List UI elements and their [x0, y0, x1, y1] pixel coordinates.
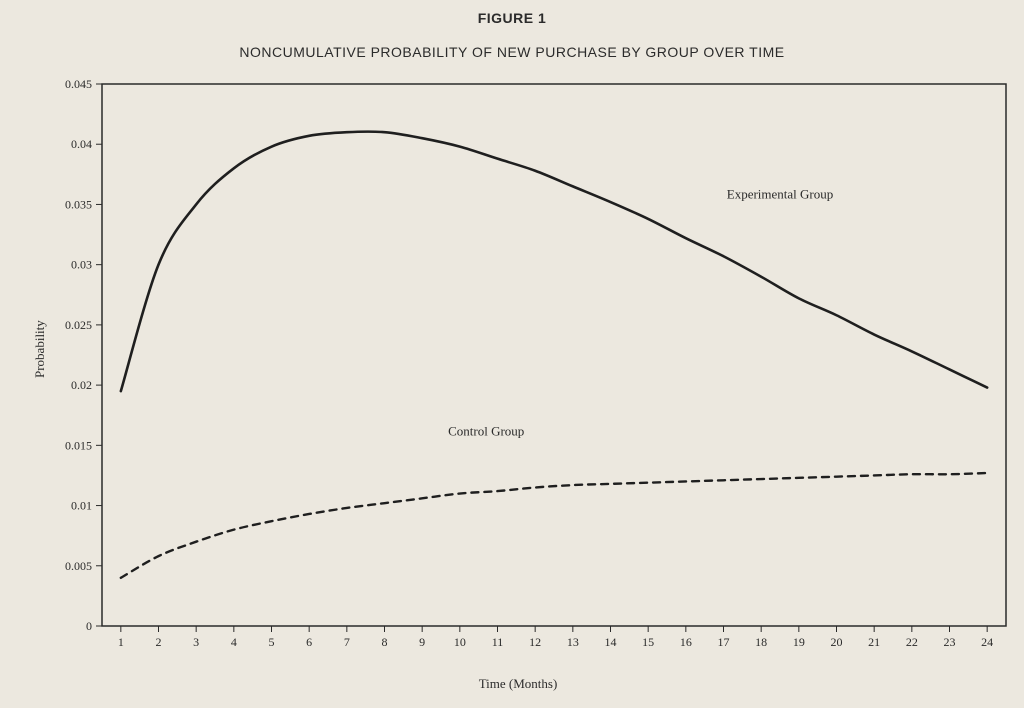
- x-tick-label: 23: [944, 635, 956, 649]
- x-tick-label: 13: [567, 635, 579, 649]
- y-tick-label: 0.045: [65, 78, 92, 91]
- y-tick-label: 0.015: [65, 438, 92, 452]
- y-tick-label: 0.035: [65, 197, 92, 211]
- series-control: [121, 473, 987, 578]
- x-tick-label: 8: [382, 635, 388, 649]
- x-tick-label: 10: [454, 635, 466, 649]
- x-tick-label: 14: [605, 635, 617, 649]
- x-tick-label: 2: [156, 635, 162, 649]
- x-tick-label: 5: [269, 635, 275, 649]
- figure-number: FIGURE 1: [0, 10, 1024, 26]
- x-tick-label: 18: [755, 635, 767, 649]
- x-tick-label: 15: [642, 635, 654, 649]
- x-tick-label: 20: [831, 635, 843, 649]
- x-tick-label: 9: [419, 635, 425, 649]
- y-tick-label: 0.025: [65, 318, 92, 332]
- y-tick-label: 0.03: [71, 258, 92, 272]
- series-label-experimental: Experimental Group: [727, 186, 834, 201]
- page-root: FIGURE 1 NONCUMULATIVE PROBABILITY OF NE…: [0, 0, 1024, 708]
- x-tick-label: 4: [231, 635, 237, 649]
- y-tick-label: 0.02: [71, 378, 92, 392]
- x-tick-label: 1: [118, 635, 124, 649]
- line-chart: 0 0.005 0.01 0.015 0.02 0.025 0.03 0.035 0.04 0.0…: [24, 78, 1012, 680]
- x-tick-label: 11: [492, 635, 504, 649]
- series-experimental: [121, 132, 987, 392]
- x-tick-label: 12: [529, 635, 541, 649]
- plot-container: 0 0.005 0.01 0.015 0.02 0.025 0.03 0.035 0.04 0.0…: [24, 78, 1012, 694]
- figure-subtitle: NONCUMULATIVE PROBABILITY OF NEW PURCHAS…: [0, 44, 1024, 60]
- series-label-control: Control Group: [448, 424, 524, 439]
- x-tick-label: 17: [718, 635, 730, 649]
- x-tick-label: 7: [344, 635, 350, 649]
- x-tick-label: 22: [906, 635, 918, 649]
- x-tick-label: 19: [793, 635, 805, 649]
- y-tick-label: 0.01: [71, 499, 92, 513]
- x-tick-label: 3: [193, 635, 199, 649]
- x-tick-label: 6: [306, 635, 312, 649]
- y-tick-label: 0.04: [71, 137, 92, 151]
- y-tick-label: 0.005: [65, 559, 92, 573]
- x-tick-label: 21: [868, 635, 880, 649]
- x-tick-label: 16: [680, 635, 692, 649]
- x-tick-label: 24: [981, 635, 993, 649]
- x-axis-label: Time (Months): [479, 676, 558, 692]
- y-axis-label: Probability: [32, 320, 48, 378]
- y-tick-label: 0: [86, 619, 92, 633]
